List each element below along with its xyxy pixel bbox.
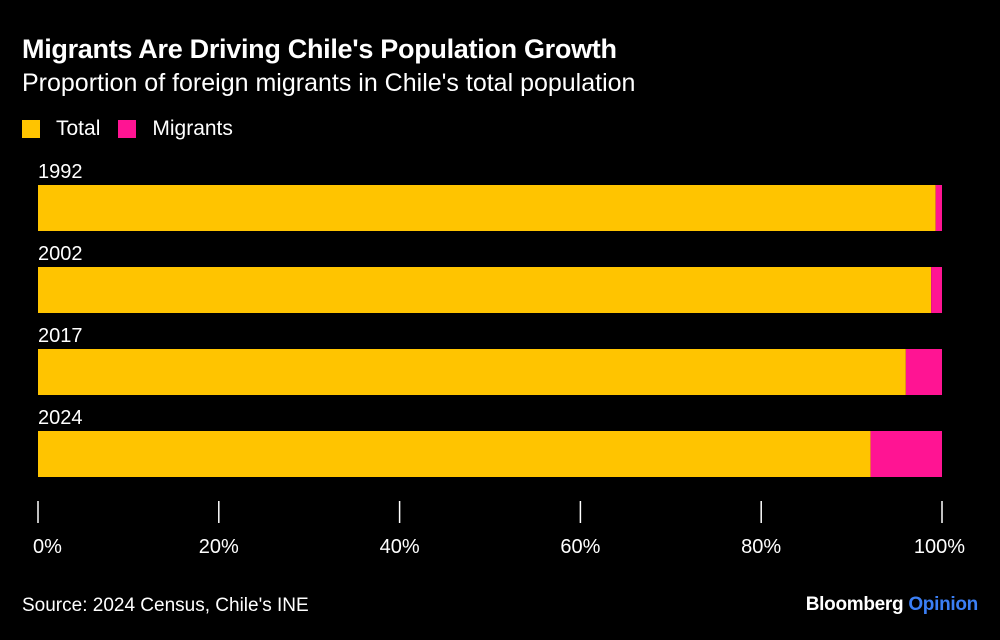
legend-label-migrants: Migrants	[152, 117, 233, 140]
bar-total-2024	[38, 431, 871, 477]
legend-item-total: Total	[22, 117, 100, 141]
category-label-1992: 1992	[38, 161, 83, 183]
bar-total-2002	[38, 267, 932, 313]
legend-swatch-migrants	[118, 120, 137, 138]
stacked-bar-chart: 1992 2002 2017 2024 0% 20% 40% 60% 80% 100%	[33, 161, 965, 558]
bar-total-1992	[38, 185, 936, 231]
x-tick-label-5: 100%	[914, 536, 965, 558]
brand-name: Bloomberg	[805, 594, 904, 615]
x-tick-label-2: 40%	[380, 536, 420, 558]
chart-subtitle: Proportion of foreign migrants in Chile'…	[22, 69, 636, 97]
source-note: Source: 2024 Census, Chile's INE	[22, 595, 309, 616]
legend: Total Migrants	[22, 117, 251, 141]
legend-swatch-total	[22, 120, 40, 138]
category-label-2017: 2017	[38, 325, 83, 347]
bar-migrants-2024	[870, 431, 942, 477]
category-label-2002: 2002	[38, 243, 83, 265]
x-tick-label-1: 20%	[199, 536, 239, 558]
brand-logo: Bloomberg Opinion	[805, 594, 979, 616]
bar-migrants-2017	[905, 349, 942, 395]
x-tick-label-4: 80%	[741, 536, 781, 558]
brand-section: Opinion	[908, 594, 978, 615]
legend-label-total: Total	[56, 117, 101, 140]
category-label-2024: 2024	[38, 407, 83, 429]
bar-migrants-2002	[931, 267, 942, 313]
bar-migrants-1992	[935, 185, 942, 231]
legend-item-migrants: Migrants	[118, 117, 233, 141]
bar-total-2017	[38, 349, 906, 395]
x-tick-label-3: 60%	[560, 536, 600, 558]
chart-title: Migrants Are Driving Chile's Population …	[22, 34, 617, 64]
x-tick-label-0: 0%	[33, 536, 62, 558]
